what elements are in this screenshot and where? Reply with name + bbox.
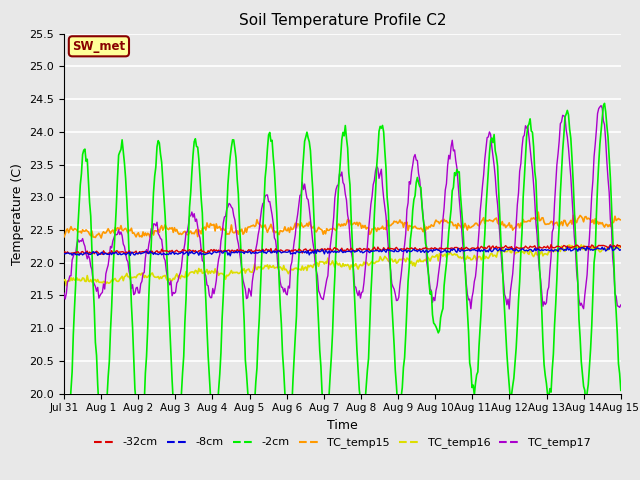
Text: SW_met: SW_met [72,40,125,53]
Y-axis label: Temperature (C): Temperature (C) [11,163,24,264]
Legend: -32cm, -8cm, -2cm, TC_temp15, TC_temp16, TC_temp17: -32cm, -8cm, -2cm, TC_temp15, TC_temp16,… [90,433,595,453]
X-axis label: Time: Time [327,419,358,432]
Title: Soil Temperature Profile C2: Soil Temperature Profile C2 [239,13,446,28]
